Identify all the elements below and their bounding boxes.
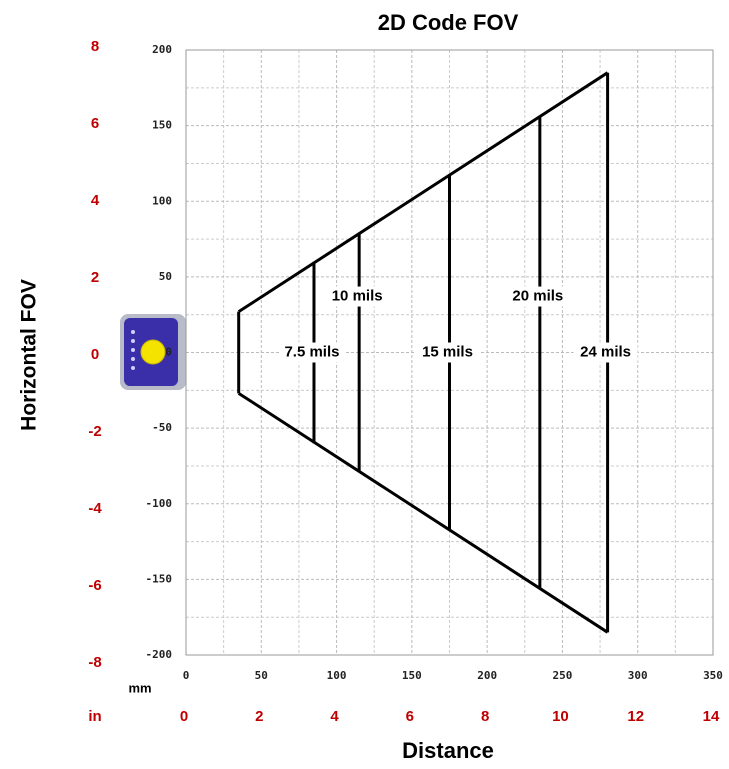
label-background [325,286,390,307]
resolution-label: 24 mils [580,343,631,360]
x-tick-label: 250 [552,669,572,682]
x2-tick-label: 14 [703,708,720,725]
resolution-label: 15 mils [422,343,473,360]
y-tick-label: 0 [165,346,172,359]
y-axis-label: Horizontal FOV [18,279,41,431]
y2-tick-label: 8 [91,38,99,55]
x-axis-label: Distance [402,738,494,763]
label-background [279,342,344,363]
x-unit-label: mm [128,680,151,695]
x-tick-label: 150 [402,669,422,682]
y-tick-label: -50 [152,421,172,434]
x2-unit-label: in [88,708,101,725]
y2-tick-label: 2 [91,269,99,286]
x-tick-label: 350 [703,669,723,682]
y-tick-label: 150 [152,119,172,132]
x-tick-label: 50 [255,669,268,682]
y-tick-label: 100 [152,194,172,207]
x-tick-label: 200 [477,669,497,682]
x-tick-label: 0 [183,669,190,682]
x2-tick-label: 0 [180,708,188,725]
y2-tick-label: -8 [88,654,101,671]
scanner-icon [120,314,186,390]
resolution-label: 20 mils [512,288,563,305]
x-tick-label: 300 [628,669,648,682]
fov-edge [237,71,609,313]
fov-edge [237,392,609,634]
y2-tick-label: 4 [91,192,100,209]
y-tick-label: -100 [146,497,173,510]
y2-tick-label: -6 [88,577,101,594]
chart-title: 2D Code FOV [378,10,519,35]
x2-tick-label: 10 [552,708,569,725]
label-background [415,342,480,363]
y2-tick-label: -2 [88,423,101,440]
y-tick-label: 200 [152,43,172,56]
x2-tick-label: 4 [330,708,339,725]
x2-tick-label: 8 [481,708,489,725]
y2-tick-label: 6 [91,115,99,132]
x2-tick-label: 12 [627,708,644,725]
label-background [573,342,638,363]
y-tick-label: -150 [146,572,173,585]
x2-tick-label: 6 [406,708,414,725]
resolution-label: 7.5 mils [284,343,339,360]
resolution-label: 10 mils [332,288,383,305]
y-tick-label: 50 [159,270,172,283]
label-background [505,286,570,307]
x2-tick-label: 2 [255,708,263,725]
y2-tick-label: -4 [88,500,102,517]
y-tick-label: -200 [146,648,173,661]
plot-frame [185,49,714,656]
x-tick-label: 100 [327,669,347,682]
y2-tick-label: 0 [91,346,99,363]
